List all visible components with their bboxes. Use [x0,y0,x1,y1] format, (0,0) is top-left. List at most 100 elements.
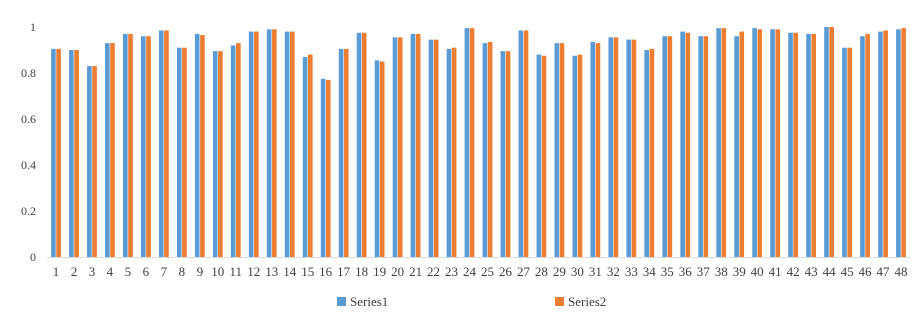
bar-series1-7 [158,30,164,258]
bar-series1-5 [123,33,128,258]
x-tick-label: 29 [553,264,566,279]
x-tick-label: 33 [625,264,638,279]
x-tick-label: 25 [481,264,494,279]
x-tick-label: 8 [179,264,186,279]
bar-series1-23 [446,48,452,257]
bar-series2-41 [775,29,781,257]
bar-series1-41 [770,29,775,257]
x-tick-label: 10 [211,264,224,279]
bar-series1-45 [842,47,847,258]
x-tick-label: 13 [265,264,278,279]
bar-series1-14 [284,31,290,257]
bar-series2-21 [415,33,421,258]
bar-series2-16 [325,79,331,258]
legend-label-series1: Series1 [350,294,388,309]
x-tick-label: 15 [301,264,314,279]
bar-series1-26 [500,51,506,258]
y-tick-label: 0.8 [21,66,36,80]
bar-series2-35 [667,36,673,258]
bar-series2-46 [865,33,870,258]
bar-series1-10 [212,51,218,258]
bar-series1-28 [536,54,542,257]
x-tick-label: 47 [877,264,891,279]
bar-series1-24 [464,28,470,258]
x-tick-label: 23 [445,264,458,279]
x-tick-label: 48 [895,264,908,279]
bar-series1-40 [752,28,757,258]
x-tick-label: 45 [841,264,854,279]
bar-series1-43 [806,33,811,258]
bar-series1-30 [572,55,578,257]
x-tick-label: 3 [89,264,96,279]
y-axis-tick-labels: 0 0.2 0.4 0.6 0.8 1 [21,20,36,264]
bar-series2-6 [146,36,151,258]
x-tick-label: 44 [823,264,837,279]
bar-series1-38 [716,28,721,258]
x-tick-label: 18 [355,264,368,279]
bar-series2-25 [487,41,493,258]
bar-series2-47 [883,30,888,258]
bar-series1-37 [698,36,703,258]
bar-series2-29 [559,43,565,257]
bar-series2-44 [829,27,834,257]
x-tick-label: 16 [319,264,333,279]
bar-series2-10 [218,51,223,258]
x-tick-label: 11 [230,264,243,279]
legend-item-series2: Series2 [555,294,606,309]
y-tick-label: 0 [30,250,36,264]
bar-series2-45 [847,47,852,258]
y-tick-label: 0.2 [21,204,36,218]
y-tick-label: 1 [30,20,36,34]
x-tick-label: 35 [661,264,674,279]
bar-series2-23 [451,47,457,258]
x-tick-label: 17 [337,264,351,279]
x-tick-label: 6 [143,264,150,279]
x-tick-label: 5 [125,264,132,279]
bar-series1-33 [626,39,632,258]
bar-series1-17 [338,48,344,257]
bar-series1-35 [662,36,667,258]
bar-series1-9 [194,33,200,258]
bar-series1-34 [644,50,649,257]
x-tick-label: 42 [787,264,800,279]
bar-series1-21 [410,33,416,258]
bar-series1-15 [302,56,308,258]
bar-series2-12 [254,31,259,257]
bar-series2-11 [236,43,241,257]
bar-series1-39 [734,36,739,258]
bar-series2-2 [74,50,79,257]
x-tick-label: 46 [859,264,873,279]
bar-series1-32 [608,37,614,257]
x-tick-label: 26 [499,264,513,279]
bar-series1-31 [590,41,596,258]
x-tick-label: 7 [161,264,168,279]
x-tick-label: 14 [283,264,297,279]
bar-series1-25 [482,43,488,257]
x-tick-label: 19 [373,264,386,279]
bar-series2-42 [793,32,799,257]
bar-series1-46 [860,36,865,258]
bar-series1-11 [230,45,236,258]
bar-series2-22 [433,39,439,258]
bar-series2-38 [721,28,727,258]
bar-series1-2 [69,50,74,257]
y-tick-label: 0.6 [21,112,36,126]
bar-series2-9 [200,35,205,257]
x-tick-label: 30 [571,264,584,279]
bar-series1-22 [428,39,434,258]
bar-series2-33 [631,39,637,258]
bar-series1-36 [680,31,685,257]
bar-series2-13 [272,29,277,257]
x-axis-tick-labels: 1 2 3 4 5 6 7 8 9 10 11 12 13 14 15 16 17 18 19 20 21 22 23 24 2… [53,264,908,279]
bar-series2-37 [703,36,709,258]
bar-series2-17 [343,48,349,257]
bar-series2-7 [164,30,169,258]
bar-series2-26 [505,51,511,258]
bar-series1-16 [320,78,326,257]
legend-swatch-series1 [337,297,346,306]
bar-series1-1 [51,48,56,257]
x-tick-label: 21 [409,264,422,279]
bar-series2-31 [595,43,601,257]
x-tick-label: 9 [197,264,204,279]
